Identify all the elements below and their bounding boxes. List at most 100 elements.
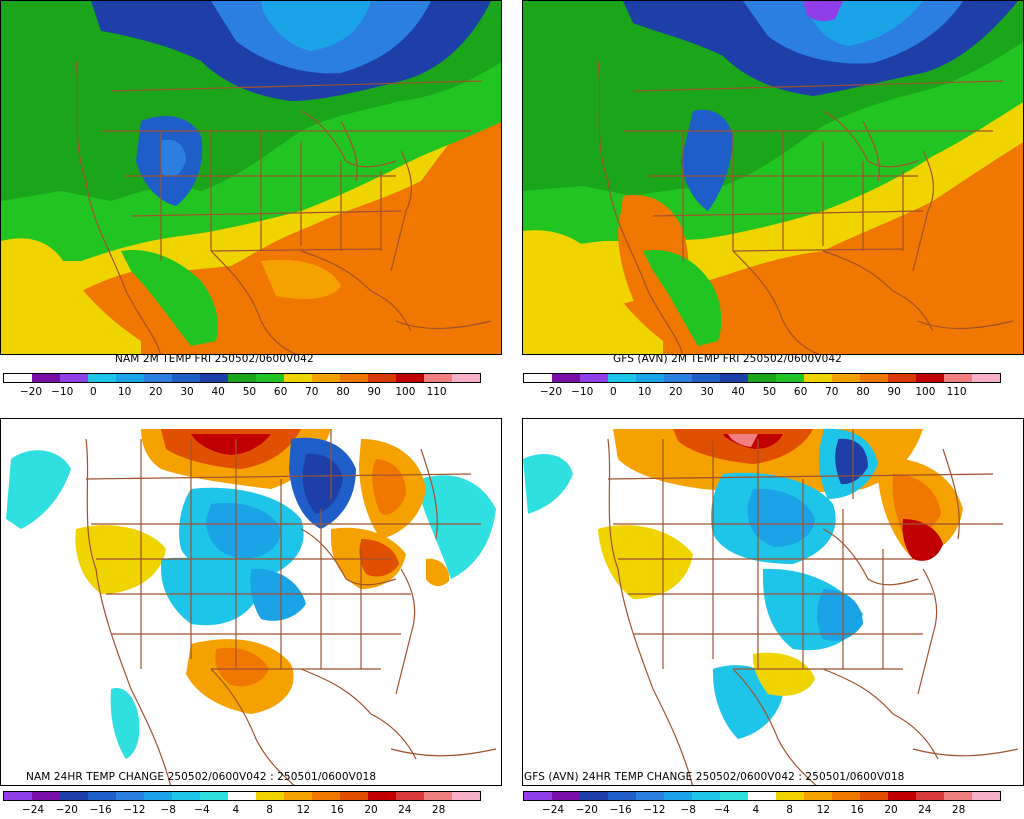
colorbar-tick-label: 100	[915, 386, 936, 398]
colorbar-swatch	[776, 792, 804, 800]
nam-change-colorbar-labels: −24 −20 −16 −12 −8 −4 4 8 12 16 20 24 28	[0, 804, 490, 816]
gfs-temp-title: GFS (AVN) 2M TEMP FRI 250502/0600V042	[613, 353, 842, 365]
colorbar-swatch	[804, 374, 832, 382]
colorbar-tick-label: −20	[539, 386, 563, 398]
colorbar-tick-label: −4	[714, 804, 730, 816]
colorbar-tick-label: −8	[160, 804, 176, 816]
colorbar-tick-label: −16	[609, 804, 632, 816]
colorbar-swatch	[860, 792, 888, 800]
gfs-change-map-panel	[522, 418, 1024, 786]
colorbar-tick-label: 20	[884, 804, 898, 816]
colorbar-swatch	[692, 792, 720, 800]
nam-change-title: NAM 24HR TEMP CHANGE 250502/0600V042 : 2…	[26, 771, 377, 783]
colorbar-swatch	[636, 374, 664, 382]
colorbar-tick-label: 60	[273, 386, 288, 398]
colorbar-swatch	[664, 374, 692, 382]
colorbar-tick-label: −20	[55, 804, 78, 816]
colorbar-tick-label: 10	[637, 386, 652, 398]
colorbar-swatch	[256, 792, 284, 800]
colorbar-tick-label: 40	[211, 386, 225, 398]
colorbar-tick-label: 30	[180, 386, 194, 398]
colorbar-swatch	[636, 792, 664, 800]
gfs-change-colorbar	[523, 791, 1001, 801]
nam-temp-title: NAM 2M TEMP FRI 250502/0600V042	[115, 353, 314, 365]
nam-change-colorbar	[3, 791, 481, 801]
colorbar-tick-label: −20	[19, 386, 43, 398]
colorbar-tick-label: −16	[89, 804, 112, 816]
colorbar-tick-label: 30	[700, 386, 714, 398]
colorbar-swatch	[972, 792, 1000, 800]
colorbar-tick-label: 28	[431, 804, 446, 816]
colorbar-tick-label: −12	[643, 804, 666, 816]
colorbar-swatch	[172, 374, 200, 382]
colorbar-swatch	[804, 792, 832, 800]
colorbar-swatch	[200, 374, 228, 382]
colorbar-swatch	[396, 792, 424, 800]
colorbar-swatch	[144, 792, 172, 800]
gfs-temp-map	[523, 1, 1023, 354]
colorbar-tick-label: −20	[575, 804, 598, 816]
colorbar-tick-label: 12	[296, 804, 311, 816]
gfs-temp-map-panel	[522, 0, 1024, 355]
colorbar-swatch	[916, 374, 944, 382]
nam-temp-colorbar	[3, 373, 481, 383]
colorbar-swatch	[228, 792, 256, 800]
colorbar-tick-label: 40	[731, 386, 745, 398]
colorbar-swatch	[888, 792, 916, 800]
colorbar-swatch	[340, 792, 368, 800]
colorbar-swatch	[368, 374, 396, 382]
colorbar-swatch	[60, 374, 88, 382]
colorbar-swatch	[116, 792, 144, 800]
colorbar-tick-label: 80	[856, 386, 870, 398]
colorbar-swatch	[776, 374, 804, 382]
colorbar-swatch	[200, 792, 228, 800]
colorbar-swatch	[552, 792, 580, 800]
colorbar-swatch	[340, 374, 368, 382]
gfs-temp-colorbar-labels: −20 −10 0 10 20 30 40 50 60 70 80 90 100 110	[520, 386, 1010, 398]
nam-temp-map-panel	[0, 0, 502, 355]
colorbar-swatch	[720, 374, 748, 382]
colorbar-swatch	[396, 374, 424, 382]
colorbar-tick-label: −10	[571, 386, 594, 398]
nam-change-map-panel	[0, 418, 502, 786]
colorbar-swatch	[944, 792, 972, 800]
colorbar-swatch	[32, 374, 60, 382]
colorbar-swatch	[144, 374, 172, 382]
colorbar-swatch	[580, 792, 608, 800]
colorbar-swatch	[312, 792, 340, 800]
colorbar-tick-label: 28	[951, 804, 966, 816]
colorbar-swatch	[664, 792, 692, 800]
colorbar-swatch	[608, 792, 636, 800]
colorbar-tick-label: 50	[242, 386, 257, 398]
colorbar-swatch	[832, 374, 860, 382]
colorbar-swatch	[944, 374, 972, 382]
colorbar-swatch	[284, 374, 312, 382]
colorbar-swatch	[524, 792, 552, 800]
nam-temp-colorbar-labels: −20 −10 0 10 20 30 40 50 60 70 80 90 100 110	[0, 386, 490, 398]
colorbar-swatch	[172, 792, 200, 800]
colorbar-swatch	[284, 792, 312, 800]
colorbar-tick-label: 16	[330, 804, 344, 816]
colorbar-swatch	[524, 374, 552, 382]
gfs-change-colorbar-labels: −24 −20 −16 −12 −8 −4 4 8 12 16 20 24 28	[520, 804, 1010, 816]
colorbar-swatch	[256, 374, 284, 382]
nam-temp-map	[1, 1, 501, 354]
colorbar-swatch	[452, 374, 480, 382]
colorbar-tick-label: 20	[149, 386, 163, 398]
colorbar-swatch	[860, 374, 888, 382]
colorbar-swatch	[4, 792, 32, 800]
colorbar-swatch	[452, 792, 480, 800]
colorbar-tick-label: 60	[793, 386, 808, 398]
colorbar-tick-label: 0	[610, 386, 617, 398]
gfs-temp-colorbar	[523, 373, 1001, 383]
colorbar-tick-label: 0	[90, 386, 97, 398]
colorbar-swatch	[580, 374, 608, 382]
colorbar-tick-label: 100	[395, 386, 416, 398]
colorbar-swatch	[692, 374, 720, 382]
colorbar-tick-label: 16	[850, 804, 864, 816]
colorbar-tick-label: 8	[786, 804, 793, 816]
colorbar-tick-label: 50	[762, 386, 777, 398]
colorbar-swatch	[32, 792, 60, 800]
colorbar-tick-label: 12	[816, 804, 831, 816]
colorbar-swatch	[888, 374, 916, 382]
